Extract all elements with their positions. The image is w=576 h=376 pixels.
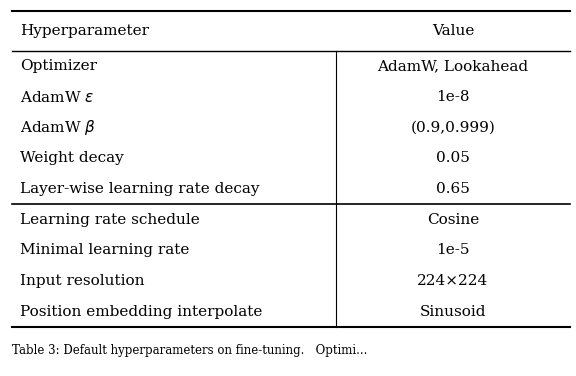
Text: Optimizer: Optimizer (20, 59, 97, 73)
Text: Input resolution: Input resolution (20, 274, 145, 288)
Text: 1e-5: 1e-5 (436, 243, 469, 258)
Text: Weight decay: Weight decay (20, 152, 124, 165)
Text: Sinusoid: Sinusoid (420, 305, 486, 319)
Text: Cosine: Cosine (427, 213, 479, 227)
Text: Learning rate schedule: Learning rate schedule (20, 213, 200, 227)
Text: 0.65: 0.65 (436, 182, 470, 196)
Text: 0.05: 0.05 (436, 152, 470, 165)
Text: Hyperparameter: Hyperparameter (20, 24, 149, 38)
Text: Position embedding interpolate: Position embedding interpolate (20, 305, 263, 319)
Text: 1e-8: 1e-8 (436, 90, 469, 104)
Text: Value: Value (432, 24, 474, 38)
Text: (0.9,0.999): (0.9,0.999) (411, 121, 495, 135)
Text: Minimal learning rate: Minimal learning rate (20, 243, 190, 258)
Text: Layer-wise learning rate decay: Layer-wise learning rate decay (20, 182, 260, 196)
Text: AdamW $\beta$: AdamW $\beta$ (20, 118, 96, 137)
Text: 224×224: 224×224 (417, 274, 488, 288)
Text: AdamW $\epsilon$: AdamW $\epsilon$ (20, 89, 95, 105)
Text: Table 3: Default hyperparameters on fine-tuning.   Optimi...: Table 3: Default hyperparameters on fine… (12, 344, 367, 357)
Text: AdamW, Lookahead: AdamW, Lookahead (377, 59, 528, 73)
